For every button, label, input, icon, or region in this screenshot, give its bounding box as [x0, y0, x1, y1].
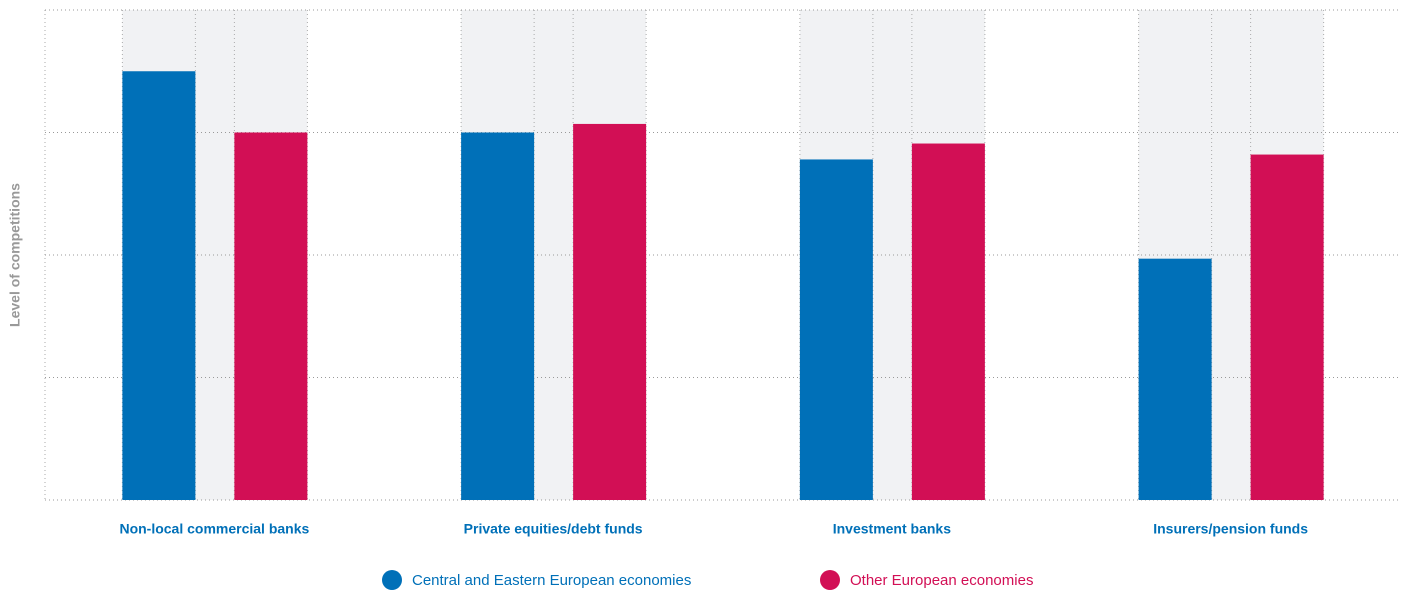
- bar: [911, 143, 985, 500]
- bar: [122, 71, 196, 500]
- bar: [234, 132, 308, 500]
- legend-marker: [820, 570, 840, 590]
- legend-marker: [382, 570, 402, 590]
- bar: [799, 159, 873, 500]
- bar: [1250, 154, 1324, 501]
- legend-label: Central and Eastern European economies: [412, 572, 691, 589]
- bar: [573, 123, 647, 501]
- x-tick-label: Insurers/pension funds: [1153, 521, 1308, 537]
- x-tick-label: Non-local commercial banks: [119, 521, 309, 537]
- x-tick-label: Private equities/debt funds: [464, 521, 643, 537]
- x-tick-label: Investment banks: [833, 521, 951, 537]
- legend-label: Other European economies: [850, 572, 1033, 589]
- bar: [461, 132, 535, 500]
- y-axis-label: Level of competitions: [7, 183, 23, 327]
- bar: [1138, 258, 1212, 500]
